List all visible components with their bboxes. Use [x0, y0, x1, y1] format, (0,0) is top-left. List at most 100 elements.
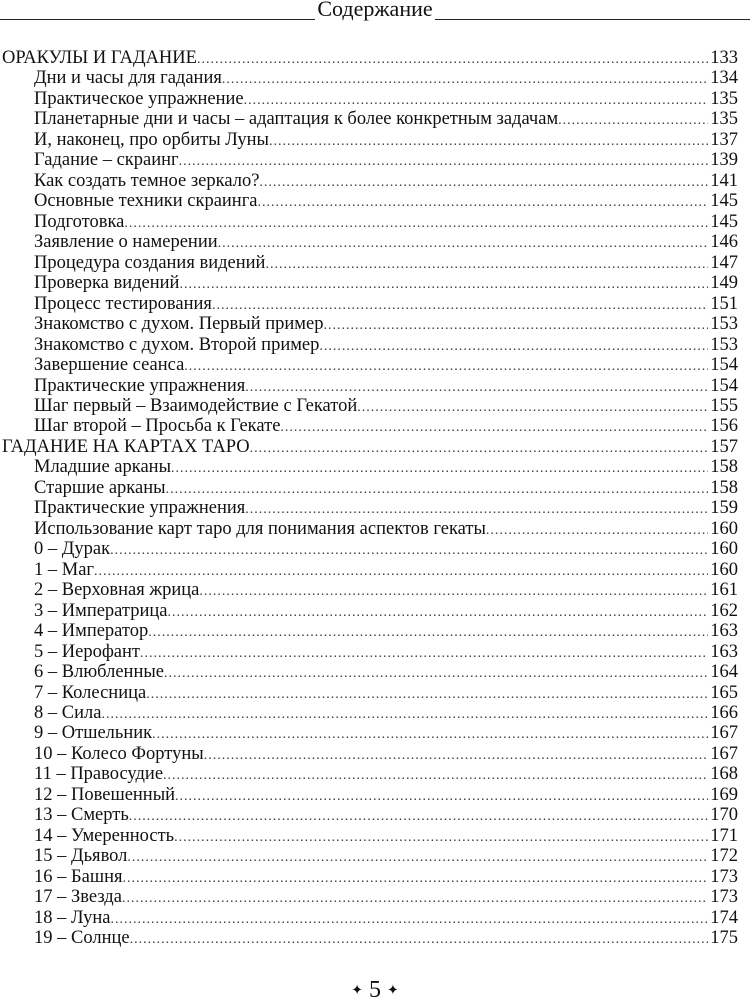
dot-leader: ........................................…: [221, 72, 708, 88]
toc-entry: Процесс тестирования....................…: [2, 294, 738, 314]
toc-entry: Шаг второй – Просьба к Гекате...........…: [2, 416, 738, 436]
toc-entry-page: 164: [710, 662, 738, 683]
toc-entry: Планетарные дни и часы – адаптация к бол…: [2, 109, 738, 129]
toc-entry-title: 5 – Иерофант: [34, 641, 141, 662]
dot-leader: ........................................…: [199, 584, 708, 600]
toc-entry: 15 – Дьявол.............................…: [2, 846, 738, 866]
toc-entry-page: 146: [710, 232, 738, 253]
dot-leader: ........................................…: [268, 133, 709, 149]
toc-entry-title: Практическое упражнение: [34, 88, 244, 109]
toc-entry-page: 162: [710, 600, 738, 621]
toc-entry: 13 – Смерть.............................…: [2, 805, 738, 825]
toc-entry-page: 166: [710, 703, 738, 723]
dot-leader: ........................................…: [101, 707, 708, 722]
dot-leader: ........................................…: [163, 666, 709, 682]
dot-leader: ........................................…: [243, 92, 709, 108]
toc-entry: Гадание – скраинг.......................…: [2, 150, 738, 170]
toc-entry-title: Процесс тестирования: [34, 293, 212, 314]
toc-entry-page: 167: [710, 723, 738, 744]
toc-entry-page: 171: [710, 825, 738, 846]
toc-entry-page: 153: [710, 334, 738, 355]
toc-entry: 7 – Колесница...........................…: [2, 683, 738, 703]
toc-entry-title: И, наконец, про орбиты Луны: [34, 129, 269, 150]
toc-entry-page: 134: [710, 68, 738, 89]
table-of-contents: ОРАКУЛЫ И ГАДАНИЕ.......................…: [2, 48, 738, 949]
toc-entry-title: 2 – Верховная жрица: [34, 580, 200, 601]
toc-entry-page: 160: [710, 518, 738, 539]
dot-leader: ........................................…: [259, 174, 709, 190]
toc-entry-page: 156: [710, 416, 738, 437]
dot-leader: ........................................…: [140, 645, 708, 661]
star-ornament-icon: ✦: [351, 983, 363, 999]
dot-leader: ........................................…: [245, 502, 709, 518]
toc-entry-page: 154: [710, 375, 738, 396]
toc-entry-page: 173: [710, 866, 738, 887]
toc-entry: Дни и часы для гадания..................…: [2, 68, 738, 88]
toc-entry-page: 159: [710, 498, 738, 519]
dot-leader: ........................................…: [129, 932, 709, 948]
dot-leader: ........................................…: [184, 359, 708, 375]
page-footer: ✦ 5 ✦: [0, 978, 750, 1003]
toc-entry-page: 145: [710, 211, 738, 232]
dot-leader: ........................................…: [171, 461, 708, 477]
toc-entry-title: Использование карт таро для понимания ас…: [34, 518, 486, 539]
dot-leader: ........................................…: [122, 870, 709, 886]
toc-entry: Старшие арканы..........................…: [2, 478, 738, 498]
dot-leader: ........................................…: [167, 604, 708, 620]
dot-leader: ........................................…: [245, 379, 709, 395]
dot-leader: ........................................…: [217, 236, 709, 252]
toc-entry: 0 – Дурак...............................…: [2, 539, 738, 559]
dot-leader: ........................................…: [174, 829, 708, 845]
toc-entry: Проверка видений........................…: [2, 273, 738, 293]
toc-entry: Основные техники скраинга...............…: [2, 191, 738, 211]
toc-entry-page: 160: [710, 559, 738, 580]
toc-entry: Использование карт таро для понимания ас…: [2, 519, 738, 539]
toc-entry-page: 165: [710, 682, 738, 703]
dot-leader: ........................................…: [152, 727, 709, 743]
toc-entry-page: 158: [710, 457, 738, 478]
toc-entry-page: 175: [710, 928, 738, 949]
toc-entry-title: Младшие арканы: [34, 457, 171, 478]
toc-entry: 4 – Император...........................…: [2, 621, 738, 641]
dot-leader: ........................................…: [94, 563, 709, 579]
toc-entry-page: 139: [710, 150, 738, 171]
toc-entry-page: 174: [710, 907, 738, 928]
dot-leader: ........................................…: [110, 543, 709, 559]
toc-entry-title: Знакомство с духом. Второй пример: [34, 334, 320, 355]
toc-entry-page: 153: [710, 314, 738, 335]
toc-entry-title: Заявление о намерении: [34, 232, 218, 253]
toc-entry-page: 137: [710, 129, 738, 150]
dot-leader: ........................................…: [211, 297, 708, 313]
dot-leader: ........................................…: [124, 215, 708, 231]
toc-entry-title: 0 – Дурак: [34, 539, 111, 560]
toc-entry: 8 – Сила................................…: [2, 703, 738, 723]
toc-entry: И, наконец, про орбиты Луны.............…: [2, 130, 738, 150]
dot-leader: ........................................…: [485, 522, 709, 538]
dot-leader: ........................................…: [558, 113, 708, 129]
dot-leader: ........................................…: [178, 154, 709, 170]
toc-entry-title: Практические упражнения: [34, 498, 246, 519]
toc-entry-page: 163: [710, 641, 738, 662]
toc-entry: 14 – Умеренность........................…: [2, 826, 738, 846]
toc-entry: 12 – Повешенный.........................…: [2, 785, 738, 805]
toc-entry-title: Знакомство с духом. Первый пример: [34, 314, 324, 335]
toc-entry-title: Планетарные дни и часы – адаптация к бол…: [34, 109, 559, 130]
toc-entry-title: Шаг первый – Взаимодействие с Гекатой: [34, 395, 358, 416]
toc-entry-title: Гадание – скраинг: [34, 150, 179, 171]
toc-entry-page: 173: [710, 887, 738, 908]
dot-leader: ........................................…: [280, 420, 709, 436]
toc-entry: Знакомство с духом. Первый пример.......…: [2, 314, 738, 334]
dot-leader: ........................................…: [196, 52, 708, 67]
dot-leader: ........................................…: [148, 625, 709, 641]
toc-entry-page: 133: [710, 48, 738, 68]
toc-entry-title: 11 – Правосудие: [34, 764, 164, 785]
dot-leader: ........................................…: [146, 686, 709, 702]
toc-entry: 11 – Правосудие.........................…: [2, 764, 738, 784]
toc-entry-page: 172: [710, 846, 738, 867]
dot-leader: ........................................…: [179, 277, 709, 293]
toc-entry-title: 10 – Колесо Фортуны: [34, 743, 204, 764]
dot-leader: ........................................…: [357, 399, 709, 415]
toc-entry-title: 15 – Дьявол: [34, 846, 128, 867]
toc-entry-title: Подготовка: [34, 211, 125, 232]
toc-entry-page: 158: [710, 477, 738, 498]
